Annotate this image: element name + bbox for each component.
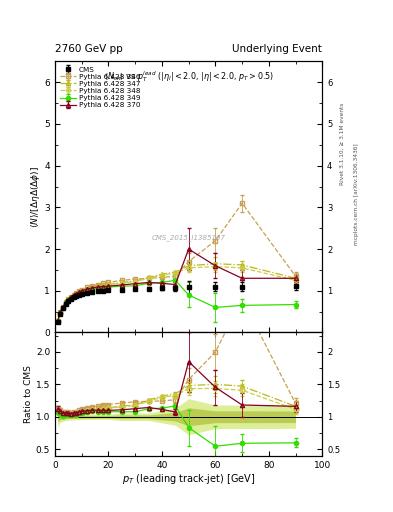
X-axis label: $p_T$ (leading track-jet) [GeV]: $p_T$ (leading track-jet) [GeV]	[122, 472, 255, 486]
Text: mcplots.cern.ch [arXiv:1306.3436]: mcplots.cern.ch [arXiv:1306.3436]	[354, 144, 359, 245]
Legend: CMS, Pythia 6.428 346, Pythia 6.428 347, Pythia 6.428 348, Pythia 6.428 349, Pyt: CMS, Pythia 6.428 346, Pythia 6.428 347,…	[59, 65, 142, 110]
Text: CMS_2015_I1385107: CMS_2015_I1385107	[152, 234, 226, 241]
Y-axis label: $\langle N\rangle/[\Delta\eta\Delta(\Delta\phi)]$: $\langle N\rangle/[\Delta\eta\Delta(\Del…	[29, 166, 42, 228]
Text: $\langle N_{ch}\rangle$ vs $p_T^{lead}$ ($|\eta_l|<2.0$, $|\eta|<2.0$, $p_T>0.5$: $\langle N_{ch}\rangle$ vs $p_T^{lead}$ …	[104, 70, 274, 84]
Text: 2760 GeV pp: 2760 GeV pp	[55, 44, 123, 54]
Text: Rivet 3.1.10, ≥ 3.1M events: Rivet 3.1.10, ≥ 3.1M events	[340, 102, 345, 184]
Text: Underlying Event: Underlying Event	[232, 44, 322, 54]
Y-axis label: Ratio to CMS: Ratio to CMS	[24, 365, 33, 423]
